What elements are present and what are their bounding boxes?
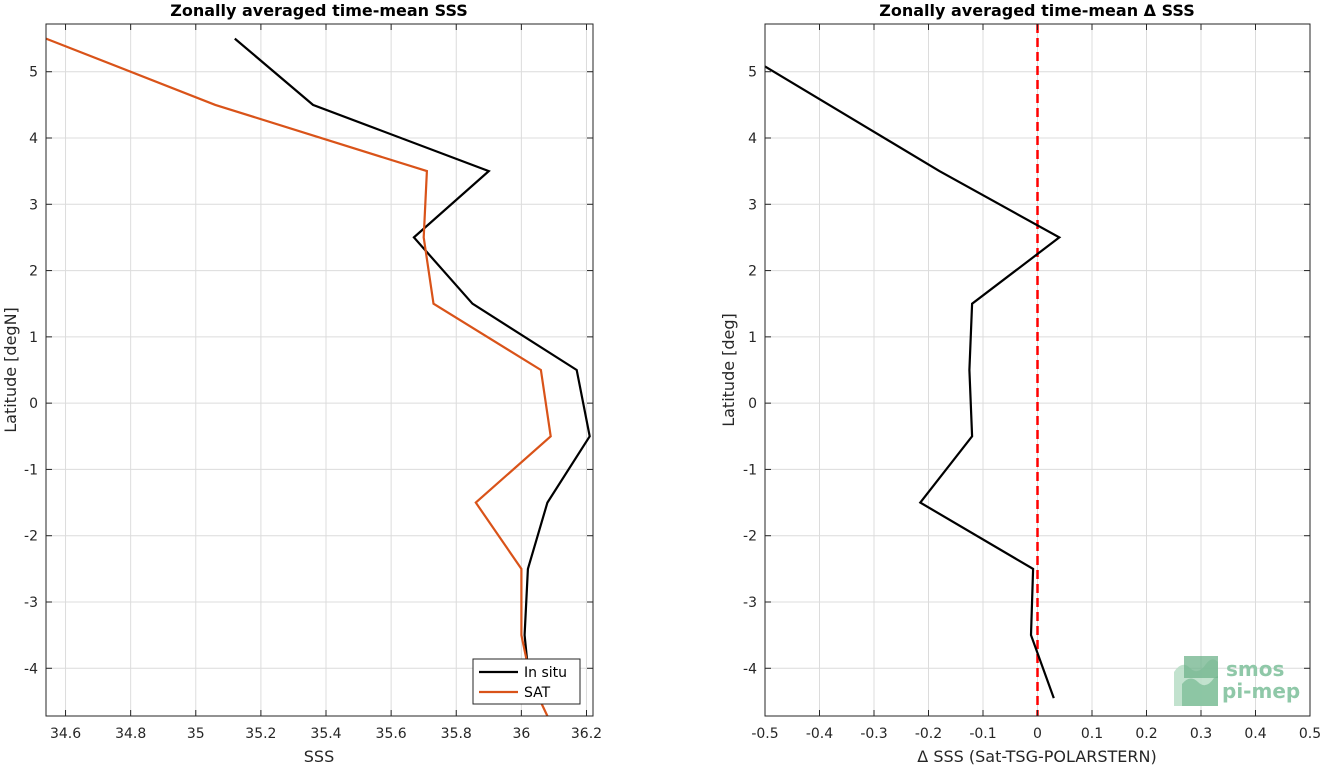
delta-sss-xtick-label: 0.2	[1135, 726, 1157, 742]
legend: In situ SAT	[472, 658, 581, 705]
sss-xtick-label: 35.8	[441, 726, 472, 742]
delta-sss-ytick-label: -1	[743, 462, 757, 478]
sss-ytick-label: 3	[29, 197, 38, 213]
sss-xtick-label: 35	[187, 726, 205, 742]
delta-sss-xtick-label: -0.2	[915, 726, 942, 742]
sss-xtick-label: 36.2	[571, 726, 602, 742]
delta-sss-ytick-label: 5	[748, 65, 757, 81]
sss-panel: Zonally averaged time-mean SSS 34.6 34.8 3…	[1, 1, 602, 765]
legend-sat-label: SAT	[524, 685, 551, 701]
sss-series	[45, 37, 591, 717]
delta-sss-xtick-label: -0.3	[860, 726, 887, 742]
sss-ytick-label: -4	[24, 661, 38, 677]
sss-ytick-label: 0	[29, 396, 38, 412]
sss-plot-area	[46, 24, 593, 716]
delta-sss-xtick-label: -0.5	[751, 726, 778, 742]
delta-sss-ytick-label: 3	[748, 197, 757, 213]
sss-xtick-label: 34.8	[115, 726, 146, 742]
sss-ytick-label: -2	[24, 529, 38, 545]
delta-sss-xtick-label: -0.1	[969, 726, 996, 742]
delta-sss-ylabel: Latitude [deg]	[719, 313, 738, 427]
delta-sss-xlabel: Δ SSS (Sat-TSG-POLARSTERN)	[917, 747, 1156, 765]
sss-xtick-label: 34.6	[50, 726, 81, 742]
delta-sss-ticks: -0.5 -0.4 -0.3 -0.2 -0.1 0 0.1 0.2 0.3 0.4 0.5 -4 -3…	[743, 24, 1321, 742]
logo-line1: smos	[1226, 657, 1284, 681]
logo-wave-icon-2	[1182, 676, 1218, 706]
sss-line-sat	[45, 37, 552, 717]
sss-xtick-label: 35.4	[310, 726, 341, 742]
logo-block-icon	[1184, 656, 1218, 678]
delta-sss-ytick-label: -4	[743, 661, 757, 677]
delta-sss-ytick-label: -2	[743, 529, 757, 545]
sss-ytick-label: 4	[29, 131, 38, 147]
sss-ytick-label: -1	[24, 462, 38, 478]
sss-xtick-label: 36	[512, 726, 530, 742]
sss-title: Zonally averaged time-mean SSS	[170, 1, 468, 20]
logo-line2: pi-mep	[1222, 679, 1300, 703]
delta-sss-xtick-label: 0.1	[1081, 726, 1103, 742]
delta-sss-ytick-label: -3	[743, 595, 757, 611]
sss-xtick-label: 35.2	[245, 726, 276, 742]
legend-box	[472, 658, 581, 705]
delta-sss-panel: Zonally averaged time-mean Δ SSS -0.5 -0.…	[719, 1, 1321, 765]
sss-ytick-label: 1	[29, 330, 38, 346]
sss-ytick-label: -3	[24, 595, 38, 611]
delta-sss-ytick-label: 4	[748, 131, 757, 147]
delta-sss-xtick-label: 0.3	[1190, 726, 1212, 742]
sss-xlabel: SSS	[304, 747, 334, 765]
sss-ytick-label: 5	[29, 65, 38, 81]
sss-ylabel: Latitude [degN]	[1, 307, 20, 433]
sss-xtick-label: 35.6	[376, 726, 407, 742]
delta-sss-ytick-label: 1	[748, 330, 757, 346]
sss-ticks: 34.6 34.8 35 35.2 35.4 35.6 35.8 36 36.2-4-3-2-1…	[24, 24, 602, 742]
delta-sss-series	[764, 65, 1062, 699]
delta-sss-ytick-label: 0	[748, 396, 757, 412]
delta-sss-xtick-label: 0.4	[1244, 726, 1266, 742]
sss-axes-box	[45, 23, 594, 717]
delta-sss-ytick-label: 2	[748, 264, 757, 280]
sss-ytick-label: 2	[29, 264, 38, 280]
delta-sss-line-series-0	[764, 65, 1062, 699]
delta-sss-xtick-label: 0	[1033, 726, 1042, 742]
smos-pi-mep-logo: smos pi-mep	[1174, 656, 1300, 706]
sss-line-in-situ	[234, 37, 591, 669]
delta-sss-xtick-label: 0.5	[1299, 726, 1321, 742]
delta-sss-xtick-label: -0.4	[806, 726, 833, 742]
delta-sss-title: Zonally averaged time-mean Δ SSS	[879, 1, 1195, 20]
legend-in-situ-label: In situ	[524, 665, 567, 681]
